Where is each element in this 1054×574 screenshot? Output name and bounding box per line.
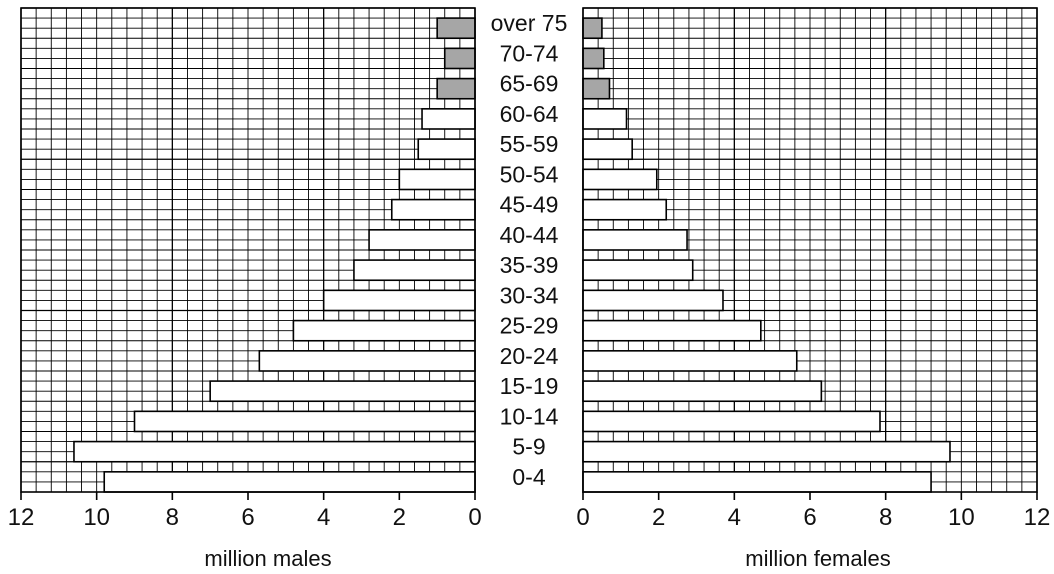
right-bar-10-14 [582, 410, 881, 433]
right-tick-label: 2 [652, 504, 665, 531]
left-bar-60-64 [421, 108, 476, 130]
age-group-label: 0-4 [512, 464, 545, 490]
left-bar-65-69 [436, 77, 476, 100]
age-group-label: 45-49 [500, 192, 559, 218]
age-group-label: 55-59 [500, 131, 559, 157]
age-group-label: 10-14 [500, 403, 559, 429]
right-tick-label: 12 [1024, 504, 1051, 531]
age-group-label: 60-64 [500, 101, 559, 127]
right-bar-over-75 [582, 17, 603, 40]
right-bar-65-69 [582, 77, 611, 100]
age-group-label: 50-54 [500, 161, 559, 187]
left-bar-20-24 [258, 350, 476, 372]
females-panel: 0 2 4 6 8 10 12 million females [576, 7, 1050, 571]
left-bar-70-74 [443, 47, 476, 70]
right-bar-35-39 [582, 259, 694, 282]
right-bar-45-49 [582, 198, 668, 221]
left-tick-label: 4 [317, 504, 330, 531]
age-group-label: 40-44 [500, 222, 559, 248]
right-bar-0-4 [582, 471, 932, 493]
males-panel: 0 2 4 6 8 10 12 million males [8, 7, 482, 571]
left-bar-35-39 [353, 259, 476, 282]
right-tick-label: 0 [576, 504, 589, 531]
females-bars [582, 17, 951, 493]
right-bar-20-24 [582, 350, 798, 372]
left-bar-10-14 [133, 410, 476, 433]
left-tick-label: 0 [468, 504, 481, 531]
right-tick-label: 4 [728, 504, 741, 531]
left-bar-0-4 [103, 471, 476, 493]
left-bar-50-54 [398, 168, 476, 191]
left-bar-5-9 [73, 440, 476, 463]
right-bar-40-44 [582, 229, 688, 251]
right-bar-55-59 [582, 138, 633, 161]
right-bar-70-74 [582, 47, 605, 70]
age-group-labels: over 75 70-74 65-69 60-64 55-59 50-54 45-49 40-… [491, 10, 568, 490]
right-tick-label: 10 [948, 504, 975, 531]
left-bar-45-49 [390, 198, 476, 221]
males-x-axis-label: million males [204, 546, 331, 571]
right-bar-25-29 [582, 319, 762, 342]
left-tick-label: 12 [8, 504, 35, 531]
males-bars [73, 17, 476, 493]
left-tick-label: 2 [393, 504, 406, 531]
left-bar-40-44 [368, 229, 476, 251]
females-x-axis-label: million females [745, 546, 891, 571]
left-bar-30-34 [322, 289, 476, 312]
right-tick-label: 8 [879, 504, 892, 531]
left-tick-label: 10 [83, 504, 110, 531]
left-bar-25-29 [292, 319, 476, 342]
right-bar-60-64 [582, 108, 628, 130]
left-tick-label: 6 [241, 504, 254, 531]
males-x-ticks: 0 2 4 6 8 10 12 [8, 492, 482, 531]
left-bar-55-59 [417, 138, 476, 161]
age-group-label: 25-29 [500, 313, 559, 339]
age-group-label: 15-19 [500, 373, 559, 399]
right-bar-15-19 [582, 380, 823, 403]
left-bar-over-75 [436, 17, 476, 40]
age-group-label: 35-39 [500, 252, 559, 278]
left-tick-label: 8 [166, 504, 179, 531]
females-x-ticks: 0 2 4 6 8 10 12 [576, 492, 1050, 531]
left-bar-15-19 [209, 380, 476, 403]
right-tick-label: 6 [803, 504, 816, 531]
right-bar-30-34 [582, 289, 724, 312]
age-group-label: 5-9 [512, 434, 545, 460]
right-bar-5-9 [582, 440, 951, 463]
age-group-label: 65-69 [500, 71, 559, 97]
right-bar-50-54 [582, 168, 658, 191]
age-group-label: 70-74 [500, 40, 559, 66]
age-group-label: 20-24 [500, 343, 559, 369]
age-group-label: 30-34 [500, 282, 559, 308]
age-group-label: over 75 [491, 10, 568, 36]
